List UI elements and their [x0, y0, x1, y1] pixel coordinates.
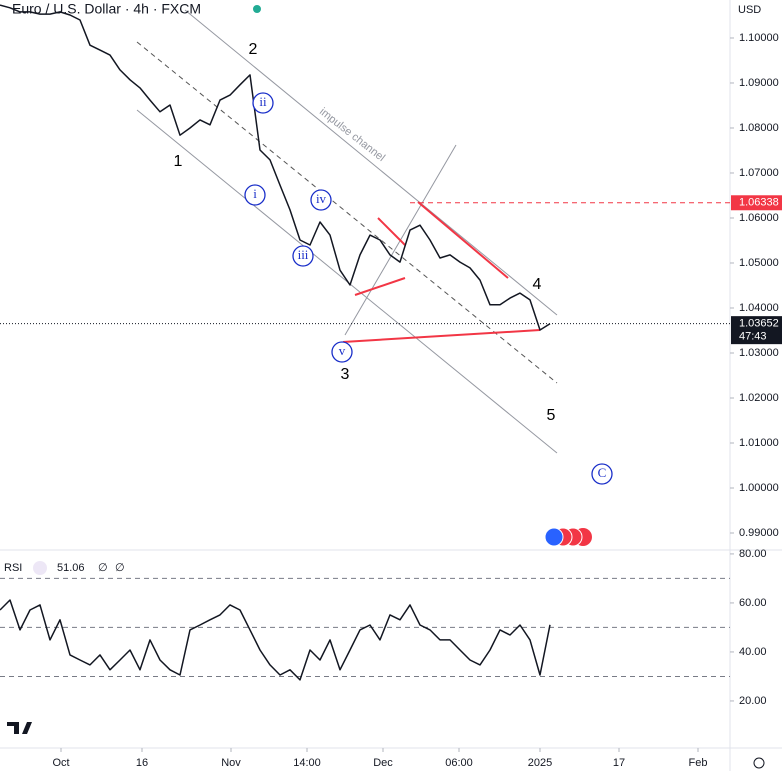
subwave-label: C: [598, 465, 607, 480]
wave-circle: [591, 463, 613, 485]
red-line: [417, 201, 509, 279]
rsi-value: 51.06: [57, 562, 85, 574]
y-tick-label: 1.04000: [739, 302, 779, 314]
subwave-label: iv: [316, 191, 327, 206]
rsi-setting: ∅: [98, 562, 108, 574]
y-tick-label: 1.00000: [739, 482, 779, 494]
x-tick-label: 06:00: [445, 757, 473, 769]
x-tick-label: 2025: [528, 757, 552, 769]
price-label-box: [731, 195, 782, 211]
subwave-label: v: [339, 343, 346, 358]
y-tick-label: 1.08000: [739, 122, 779, 134]
wave-circle: [331, 341, 353, 363]
tv-logo: [7, 722, 32, 734]
y-tick-label: 20.00: [739, 695, 767, 707]
wave-label: 1: [174, 153, 183, 170]
wave-circle: [244, 184, 266, 206]
price-label: 1.03652: [739, 318, 779, 330]
red-line: [354, 277, 406, 296]
price-label-box: [731, 316, 782, 345]
wave-circle: [252, 92, 274, 114]
y-tick-label: 1.05000: [739, 257, 779, 269]
event-icons: [544, 527, 592, 547]
y-tick-label: 80.00: [739, 548, 767, 560]
y-tick-label: 1.03000: [739, 347, 779, 359]
subwave-label: ii: [259, 94, 267, 109]
y-tick-label: 0.99000: [739, 527, 779, 539]
y-tick-label: 1.06000: [739, 212, 779, 224]
x-tick-label: 16: [136, 757, 148, 769]
x-tick-label: Nov: [221, 757, 241, 769]
channel-upper: [184, 9, 558, 316]
rsi-icon: [33, 561, 47, 575]
x-tick-label: 14:00: [293, 757, 321, 769]
y-tick-label: 1.02000: [739, 392, 779, 404]
wave-label: 2: [249, 41, 258, 58]
y-tick-label: 1.07000: [739, 167, 779, 179]
currency: USD: [738, 4, 761, 16]
channel-middle: [136, 41, 558, 384]
logo: [7, 722, 32, 734]
price-line: [0, 4, 551, 331]
event-icon: [544, 527, 564, 547]
wave-label: 3: [341, 366, 350, 383]
y-tick-label: 60.00: [739, 597, 767, 609]
wave-circle: [292, 245, 314, 267]
red-line: [377, 217, 406, 246]
price-line: [0, 599, 551, 681]
price-label: 1.06338: [739, 197, 779, 209]
x-tick-label: Feb: [689, 757, 708, 769]
x-tick-label: Oct: [52, 757, 69, 769]
settings-icon[interactable]: [753, 757, 765, 769]
y-tick-label: 40.00: [739, 646, 767, 658]
subwave-label: i: [253, 186, 257, 201]
rsi-setting: ∅: [115, 562, 125, 574]
subwave-label: iii: [298, 247, 309, 262]
wave-circle: [310, 189, 332, 211]
x-tick-label: 17: [613, 757, 625, 769]
wave-label: 4: [533, 276, 542, 293]
wave-label: 5: [547, 407, 556, 424]
red-line: [342, 329, 541, 343]
y-tick-label: 1.09000: [739, 77, 779, 89]
x-tick-label: Dec: [373, 757, 393, 769]
y-tick-label: 1.01000: [739, 437, 779, 449]
y-tick-label: 1.10000: [739, 32, 779, 44]
countdown: 47:43: [739, 331, 767, 343]
rsi-title: RSI: [4, 562, 22, 574]
market-status: [253, 5, 261, 13]
